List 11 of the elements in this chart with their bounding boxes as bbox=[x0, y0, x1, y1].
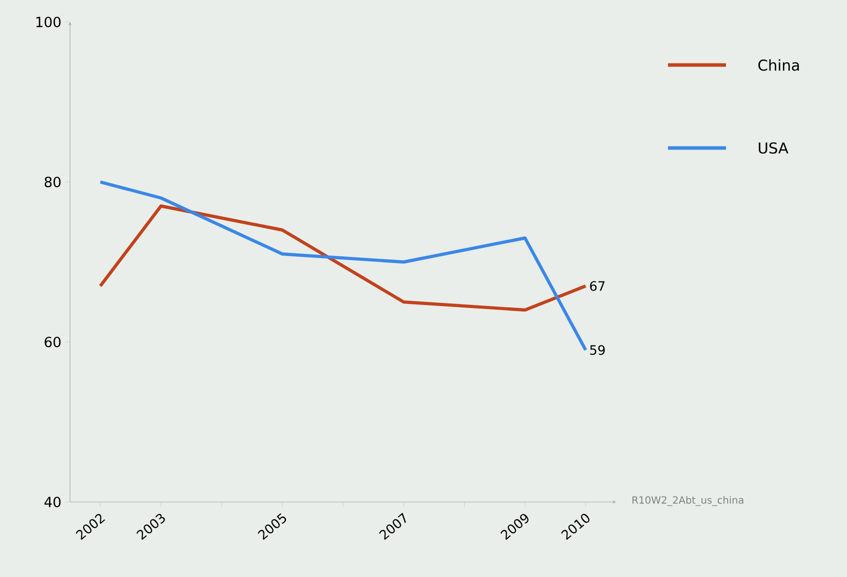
legend-label: USA bbox=[758, 142, 788, 154]
y-tick-label: 40 bbox=[44, 496, 61, 508]
y-tick-label: 100 bbox=[36, 16, 61, 28]
data-label: 59 bbox=[590, 345, 605, 355]
line-series bbox=[98, 180, 588, 352]
legend-label: China bbox=[758, 59, 799, 71]
y-tick-label: 80 bbox=[44, 176, 61, 188]
text: R10W2_2Abt_us_china bbox=[632, 496, 744, 506]
y-tick-label: 60 bbox=[44, 336, 61, 348]
line-series bbox=[98, 204, 588, 312]
data-label: 67 bbox=[590, 281, 605, 291]
